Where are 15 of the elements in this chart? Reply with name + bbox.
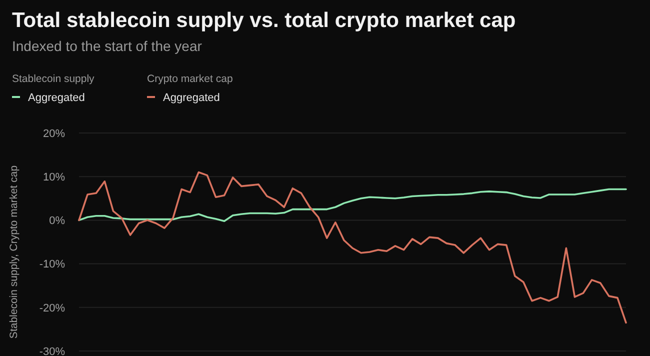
line-series <box>78 171 627 324</box>
y-tick-label: -30% <box>39 346 66 356</box>
legend-label: Aggregated <box>28 92 85 104</box>
chart-title: Total stablecoin supply vs. total crypto market cap <box>12 9 516 32</box>
y-tick-label: -10% <box>39 258 66 271</box>
y-tick-label: 10% <box>42 171 66 184</box>
y-tick-label: 20% <box>42 128 66 140</box>
y-tick-label: -20% <box>39 302 66 314</box>
chart-subtitle: Indexed to the start of the year <box>12 38 202 54</box>
y-tick-label: 0% <box>49 215 66 228</box>
text: Stablecoin supply <box>12 73 96 85</box>
legend-label: Aggregated <box>163 92 220 104</box>
text: Crypto market cap <box>147 73 233 85</box>
line-series <box>78 188 627 222</box>
y-axis-title: Stablecoin supply, Crypto market cap <box>8 165 20 339</box>
